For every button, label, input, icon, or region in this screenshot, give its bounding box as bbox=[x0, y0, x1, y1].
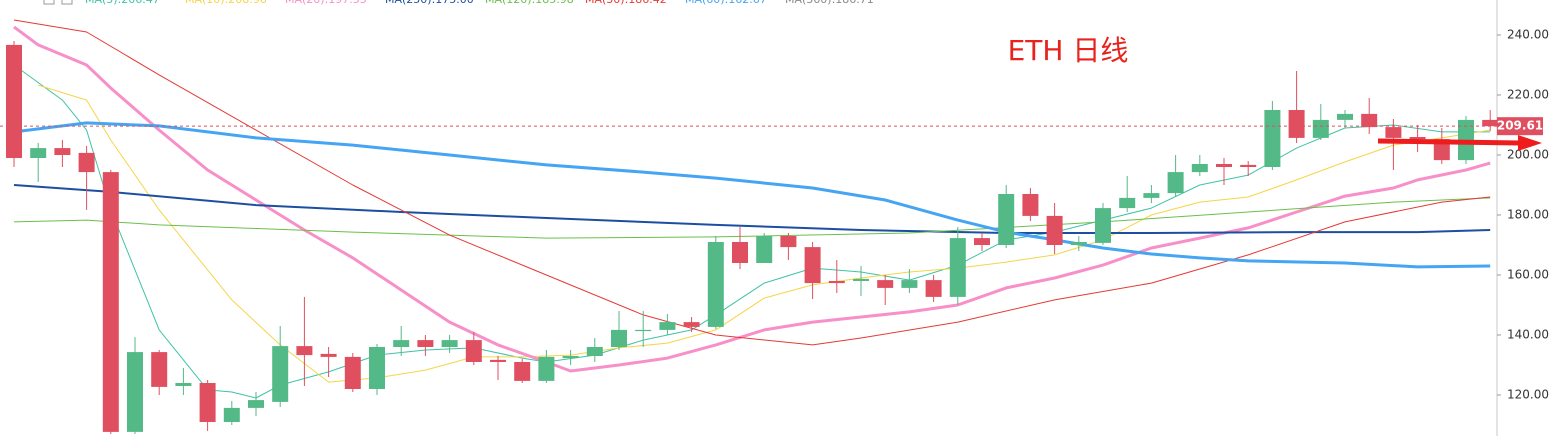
ma-lines bbox=[13, 19, 1491, 399]
legend-entry: MA(250):175.00 bbox=[385, 0, 474, 6]
candle-body bbox=[78, 152, 95, 173]
candle-body bbox=[1191, 164, 1208, 173]
candle-body bbox=[1482, 119, 1499, 127]
icon bbox=[61, 0, 73, 5]
candle-body bbox=[417, 340, 434, 347]
candle-body bbox=[1070, 241, 1087, 245]
candle-body bbox=[127, 352, 143, 432]
candle-body bbox=[732, 241, 748, 263]
candle-body bbox=[586, 346, 603, 356]
candle-body bbox=[1361, 113, 1378, 128]
candles bbox=[6, 41, 1499, 434]
candle-body bbox=[6, 44, 22, 159]
candle-body bbox=[369, 346, 385, 389]
candle-body bbox=[441, 340, 458, 347]
candle-body bbox=[1167, 172, 1184, 194]
legend-entry: MA(60):162.67 bbox=[685, 0, 767, 6]
legend-entry: MA(20):197.53 bbox=[285, 0, 367, 6]
icon bbox=[43, 0, 55, 5]
y-tick-label: 220.00 bbox=[1507, 88, 1549, 102]
legend-entry: MA(30):186.42 bbox=[585, 0, 667, 6]
candle-body bbox=[30, 148, 47, 159]
candle-body bbox=[1312, 119, 1329, 138]
candle-body bbox=[1216, 164, 1232, 168]
overlay: MA(5):206.47 MA(10):208.96 MA(20):197.53 MA… bbox=[0, 0, 1543, 136]
candle-body bbox=[659, 322, 676, 330]
candle-body bbox=[780, 235, 797, 248]
candle-body bbox=[1143, 193, 1160, 198]
legend-entry: MA(120):185.98 bbox=[485, 0, 574, 6]
y-tick-label: 120.00 bbox=[1507, 387, 1549, 401]
candle-body bbox=[707, 241, 724, 327]
candle-body bbox=[248, 400, 264, 408]
toolbar-icons bbox=[43, 0, 73, 5]
candle-body bbox=[1337, 113, 1353, 120]
candle-body bbox=[344, 356, 361, 389]
y-tick-label: 240.00 bbox=[1507, 28, 1549, 42]
arrow-head bbox=[1518, 135, 1542, 151]
candle-body bbox=[1240, 164, 1257, 168]
ma-line bbox=[13, 64, 1491, 399]
candle-body bbox=[1119, 197, 1136, 209]
chart-title: ETH 日线 bbox=[1008, 34, 1129, 67]
candle-body bbox=[756, 235, 773, 263]
candle-body bbox=[562, 355, 579, 359]
candle-body bbox=[1264, 110, 1281, 168]
candle-body bbox=[804, 247, 821, 284]
y-tick-label: 200.00 bbox=[1507, 148, 1549, 162]
candle-body bbox=[490, 359, 506, 362]
candle-body bbox=[1385, 127, 1402, 138]
candle-body bbox=[175, 382, 192, 386]
candle-body bbox=[901, 280, 918, 288]
candle-body bbox=[1022, 194, 1039, 216]
candle-body bbox=[272, 346, 289, 402]
candle-body bbox=[199, 382, 216, 422]
ma-line bbox=[13, 121, 1491, 269]
candle-body bbox=[828, 280, 845, 284]
candle-body bbox=[393, 340, 410, 347]
candle-body bbox=[877, 280, 894, 288]
last-price-label: 209.61 bbox=[1497, 119, 1543, 133]
candle-body bbox=[998, 194, 1015, 245]
candle-body bbox=[925, 280, 942, 297]
last-price-box bbox=[1497, 117, 1543, 136]
arrow-shaft bbox=[1377, 138, 1521, 146]
candle-body bbox=[1095, 208, 1111, 243]
arrow bbox=[1377, 135, 1542, 151]
candle-body bbox=[320, 353, 337, 357]
candle-body bbox=[1046, 215, 1063, 245]
candle-body bbox=[54, 148, 71, 156]
candle-body bbox=[296, 346, 313, 356]
candle-body bbox=[949, 238, 966, 297]
y-tick-label: 160.00 bbox=[1507, 267, 1549, 281]
legend-entry: MA(10):208.96 bbox=[185, 0, 267, 6]
ma-line bbox=[13, 19, 1491, 346]
candle-body bbox=[514, 361, 531, 381]
candle-body bbox=[223, 407, 240, 422]
candle-body bbox=[635, 329, 652, 332]
candle-body bbox=[853, 278, 869, 281]
y-tick-label: 180.00 bbox=[1507, 208, 1549, 222]
candle-body bbox=[465, 340, 482, 362]
candle-body bbox=[538, 356, 555, 381]
candle-body bbox=[102, 172, 119, 432]
candle-body bbox=[1409, 137, 1426, 140]
y-tick-label: 140.00 bbox=[1507, 327, 1549, 341]
ma-line bbox=[13, 184, 1491, 234]
candle-body bbox=[611, 329, 627, 347]
grid: 120.00 140.00 160.00 180.00 200.00 220.00 240.… bbox=[1497, 28, 1549, 401]
legend-entry: MA(360):186.71 bbox=[785, 0, 874, 6]
legend-entry: MA(5):206.47 bbox=[85, 0, 160, 6]
candle-body bbox=[151, 352, 168, 387]
candle-body bbox=[974, 238, 990, 245]
candle-body bbox=[1288, 110, 1305, 138]
candle-body bbox=[683, 322, 700, 327]
